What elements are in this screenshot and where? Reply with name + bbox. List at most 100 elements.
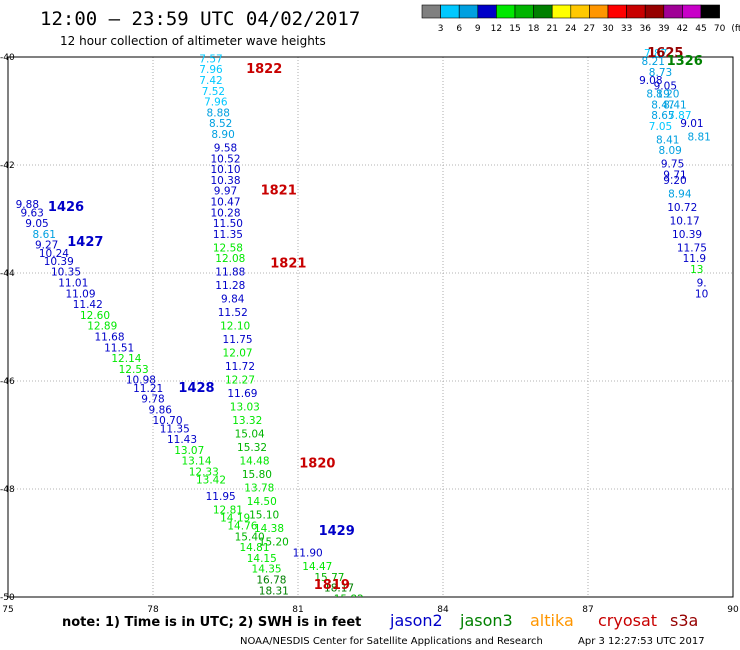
footer-credit: NOAA/NESDIS Center for Satellite Applica… <box>240 636 543 647</box>
pass-label: 1821 <box>261 184 297 199</box>
colorbar-label: 27 <box>584 24 595 34</box>
wave-height-value: 15.82 <box>334 593 364 605</box>
wave-height-value: 10.98 <box>126 375 156 387</box>
chart-title: 12:00 — 23:59 UTC 04/02/2017 <box>40 8 360 30</box>
wave-height-value: 9.71 <box>663 170 686 182</box>
colorbar-swatch <box>682 4 702 19</box>
wave-height-value: 9.86 <box>149 404 173 416</box>
data-points: 9.889.639.058.619.2710.2410.3910.3511.01… <box>16 48 711 611</box>
wave-height-value: 11.9 <box>683 253 706 265</box>
legend-jason2: jason2 <box>389 611 443 630</box>
wave-height-value: 12.10 <box>220 321 250 333</box>
wave-height-value: 7.96 <box>204 97 228 109</box>
wave-height-value: 13.32 <box>232 415 262 427</box>
colorbar-label: 6 <box>456 24 462 34</box>
wave-height-value: 14.76 <box>227 521 257 533</box>
colorbar-label: 24 <box>565 24 577 34</box>
wave-height-value: 14.15 <box>247 553 277 565</box>
legend-altika: altika <box>530 611 574 630</box>
colorbar-swatch <box>626 4 646 19</box>
wave-height-value: 9.01 <box>680 118 703 130</box>
wave-height-value: 7.57 <box>199 53 222 65</box>
colorbar-swatch <box>421 4 441 19</box>
legend-cryosat: cryosat <box>598 611 657 630</box>
wave-height-value: 11.90 <box>293 548 323 560</box>
wave-height-value: 15.20 <box>259 537 289 549</box>
wave-height-value: 8.94 <box>668 188 692 200</box>
wave-height-value: 15.77 <box>314 572 344 584</box>
wave-height-value: 14.48 <box>239 456 269 468</box>
wave-height-value: 11.42 <box>73 299 103 311</box>
wave-height-value: 11.88 <box>215 267 245 279</box>
y-tick-label: -40 <box>0 53 15 63</box>
y-tick-label: -42 <box>0 161 15 171</box>
wave-height-value: 8.61 <box>33 229 56 241</box>
wave-height-value: 10.38 <box>210 175 240 187</box>
wave-height-value: 18.71 <box>261 599 291 611</box>
wave-height-value: 15.40 <box>235 531 265 543</box>
colorbar-label: 3 <box>438 24 444 34</box>
wave-height-value: 8.73 <box>649 67 672 79</box>
wave-height-value: 14.47 <box>302 561 332 573</box>
colorbar-label: 18 <box>528 24 540 34</box>
wave-height-value: 14.38 <box>254 523 284 535</box>
wave-height-value: 8.21 <box>642 56 665 68</box>
wave-height-value: 13.03 <box>230 402 260 414</box>
plot-frame <box>7 56 734 598</box>
colorbar-swatch <box>477 4 497 19</box>
colorbar-swatch <box>570 4 590 19</box>
wave-height-value: 12.14 <box>111 353 141 365</box>
pass-label: 1625 <box>647 46 683 61</box>
wave-height-value: 11.09 <box>65 288 95 300</box>
x-tick-label: 84 <box>437 605 449 615</box>
wave-height-value: 11.01 <box>58 278 88 290</box>
wave-height-value: 15.32 <box>237 442 267 454</box>
colorbar-label: 15 <box>509 24 520 34</box>
y-tick-label: -44 <box>0 269 15 279</box>
wave-height-value: 8.19 <box>646 89 669 101</box>
pass-label: 1820 <box>299 456 335 471</box>
pass-label: 1822 <box>246 62 282 77</box>
wave-height-value: 7.87 <box>644 48 667 60</box>
axes: 75 78 81 84 87 90 -40 -42 -44 -46 -48 -50 <box>0 53 739 615</box>
wave-height-value: 12.58 <box>213 242 243 254</box>
wave-height-value: 10.39 <box>44 256 74 268</box>
pass-label: 1428 <box>178 381 214 396</box>
footer-note: note: 1) Time is in UTC; 2) SWH is in fe… <box>62 615 361 630</box>
wave-height-value: 12.60 <box>80 310 110 322</box>
wave-height-value: 13.07 <box>174 445 204 457</box>
colorbar-label: 45 <box>695 24 706 34</box>
wave-height-value: 14.81 <box>239 542 269 554</box>
wave-height-value: 14.35 <box>252 564 282 576</box>
wave-height-value: 7.05 <box>649 121 672 133</box>
wave-height-value: 11.50 <box>213 218 243 230</box>
wave-height-value: 12.53 <box>119 364 149 376</box>
wave-height-value: 15.04 <box>235 429 265 441</box>
wave-height-value: 8.47 <box>651 99 674 111</box>
wave-height-value: 10.28 <box>210 207 240 219</box>
satellite-legend: jason2 jason3 altika cryosat s3a <box>389 611 698 630</box>
colorbar-swatch <box>440 4 460 19</box>
wave-height-value: 9.08 <box>639 75 662 87</box>
wave-height-value: 8.09 <box>658 145 681 157</box>
wave-height-value: 10.24 <box>39 248 69 260</box>
wave-height-value: 8.81 <box>687 132 710 144</box>
wave-height-value: 11.21 <box>133 383 163 395</box>
colorbar-swatch <box>533 4 553 19</box>
wave-height-value: 7.96 <box>199 64 223 76</box>
wave-height-value: 13.42 <box>196 475 226 487</box>
wave-height-value: 11.75 <box>223 334 253 346</box>
wave-height-value: 9.05 <box>25 218 48 230</box>
wave-height-value: 12.81 <box>213 504 243 516</box>
x-tick-label: 75 <box>2 605 13 615</box>
x-tick-label: 81 <box>292 605 303 615</box>
wave-height-value: 11.72 <box>225 361 255 373</box>
colorbar-label: 33 <box>621 24 632 34</box>
y-tick-label: -46 <box>0 377 15 387</box>
wave-height-value: 11.68 <box>94 332 124 344</box>
colorbar-label: 9 <box>475 24 481 34</box>
wave-height-value: 7.87 <box>668 110 691 122</box>
colorbar-swatch <box>514 4 534 19</box>
pass-label: 1429 <box>319 524 355 539</box>
